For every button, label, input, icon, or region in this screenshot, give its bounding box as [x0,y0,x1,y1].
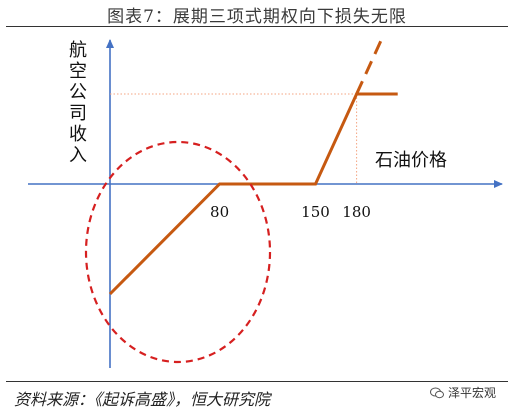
axes [28,39,503,368]
reference-lines [110,93,358,184]
watermark-text: 泽平宏观 [448,386,497,400]
x-tick-label-80: 80 [210,203,230,221]
footer-divider [6,381,508,382]
highlight-layer [84,140,272,364]
loss-highlight-ellipse [84,140,272,364]
title-divider [6,26,508,27]
watermark: 泽平宏观 [430,384,496,401]
x-tick-label-180: 180 [342,203,371,221]
series-layer [108,33,398,296]
chart-canvas [28,33,503,368]
x-axis-label: 石油价格 [375,150,447,171]
x-tick-label-150: 150 [301,203,330,221]
source-note: 资料来源：《起诉高盛》，恒大研究院 [14,390,271,409]
upside-extension-line [355,33,386,95]
wechat-icon [430,387,444,399]
payoff-line [108,92,398,296]
y-axis-label: 航空公司收入 [69,40,87,166]
chart-title: 图表7：展期三项式期权向下损失无限 [107,7,407,27]
